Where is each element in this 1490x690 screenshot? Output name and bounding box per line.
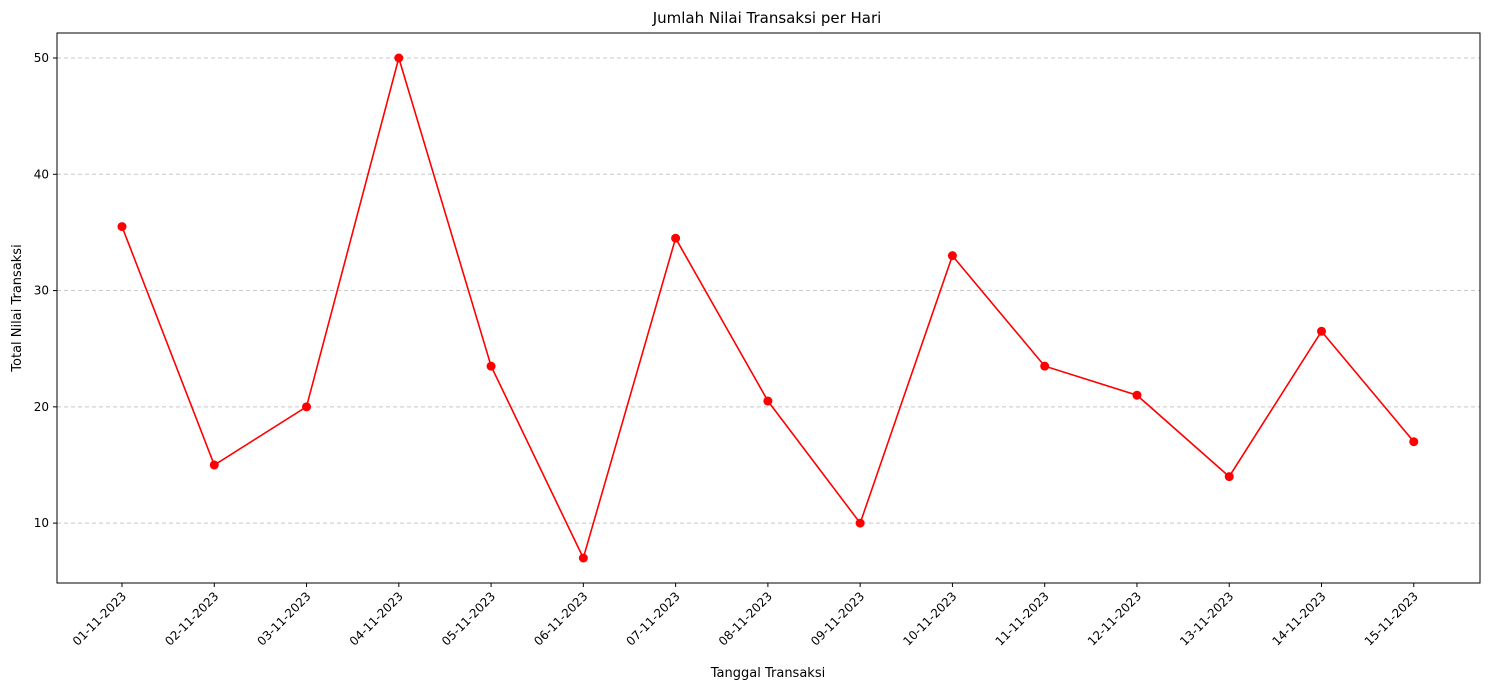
data-point [578,553,588,563]
y-tick-label: 50 [34,51,49,65]
x-tick-label: 15-11-2023 [1362,589,1421,648]
chart-title: Jumlah Nilai Transaksi per Hari [652,9,882,27]
x-tick-label: 04-11-2023 [347,589,406,648]
data-point [209,460,219,470]
data-point [302,402,312,412]
gridlines [57,57,1480,524]
y-tick-label: 40 [34,167,49,181]
x-tick-label: 05-11-2023 [439,589,498,648]
y-axis: 10 20 30 40 50 [34,51,57,530]
data-point [486,361,496,371]
data-point [1409,437,1419,447]
data-point [117,222,127,232]
x-tick-label: 09-11-2023 [808,589,867,648]
x-tick-label: 13-11-2023 [1177,589,1236,648]
x-tick-label: 06-11-2023 [531,589,590,648]
x-axis-label: Tanggal Transaksi [710,666,825,681]
x-tick-label: 08-11-2023 [716,589,775,648]
y-axis-label: Total Nilai Transaksi [10,244,25,372]
x-tick-label: 10-11-2023 [900,589,959,648]
series-line [121,55,1415,561]
x-tick-label: 07-11-2023 [624,589,683,648]
x-tick-label: 11-11-2023 [993,589,1052,648]
x-tick-label: 12-11-2023 [1085,589,1144,648]
data-point [1132,390,1142,400]
data-point [671,233,681,243]
plot-area-frame [56,32,1481,584]
data-point [394,53,404,63]
x-tick-label: 14-11-2023 [1269,589,1328,648]
x-tick-label: 03-11-2023 [254,589,313,648]
x-tick-label: 02-11-2023 [162,589,221,648]
data-point [763,396,773,406]
data-point [1317,326,1327,336]
y-tick-label: 30 [34,284,49,298]
series-group [117,53,1419,563]
x-tick-label: 01-11-2023 [70,589,129,648]
x-axis: 01-11-2023 02-11-2023 03-11-2023 04-11-2023… [70,583,1421,648]
y-tick-label: 20 [34,400,49,414]
data-point [855,518,865,528]
data-point [947,251,957,261]
data-point [1224,472,1234,482]
y-tick-label: 10 [34,516,49,530]
data-point [1040,361,1050,371]
